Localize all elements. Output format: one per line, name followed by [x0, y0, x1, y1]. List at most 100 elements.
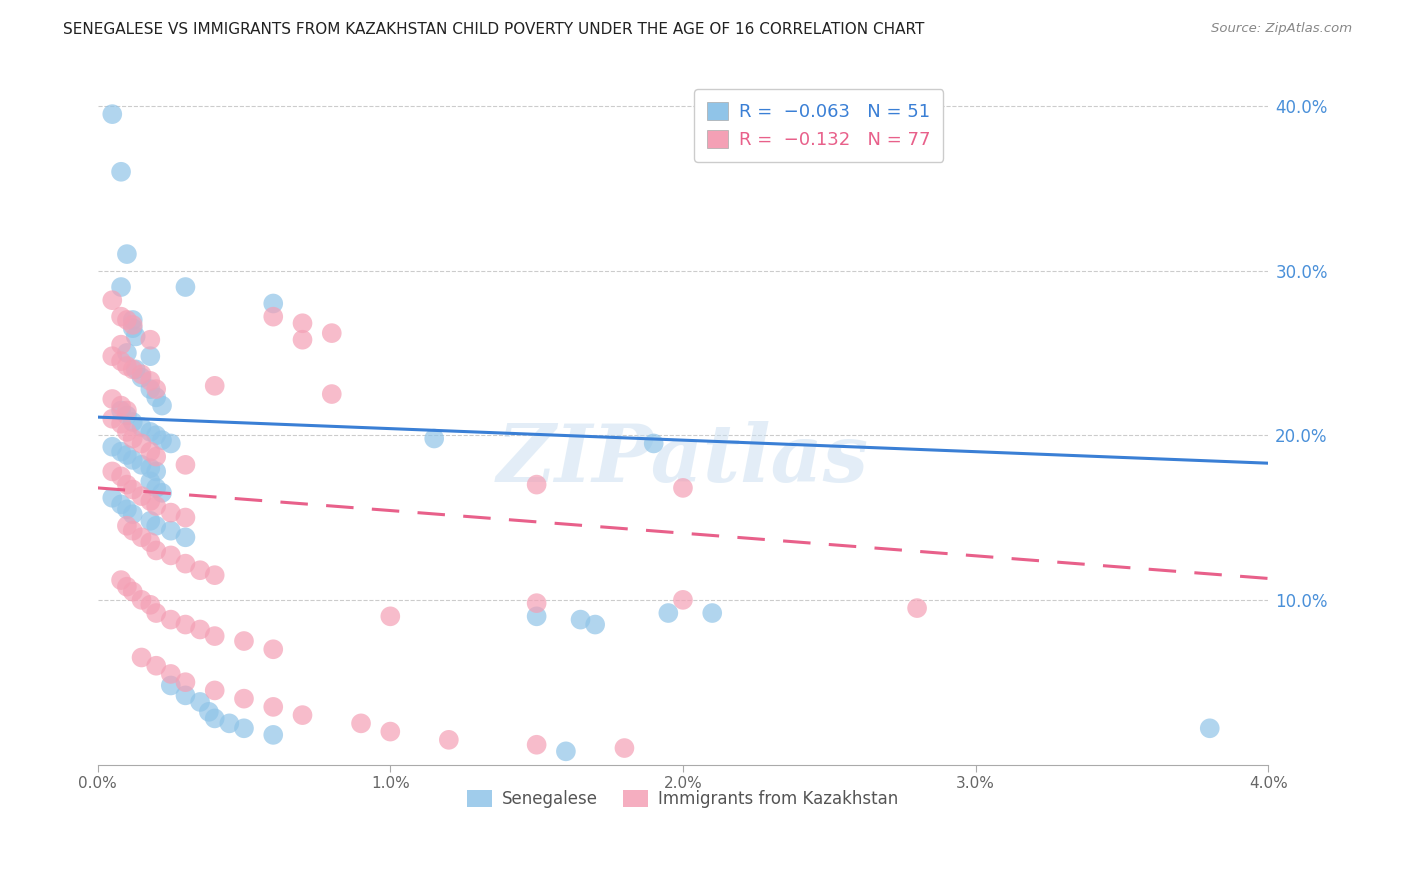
- Point: [526, 477, 548, 491]
- Point: [121, 313, 143, 327]
- Point: [110, 573, 132, 587]
- Point: [131, 368, 153, 382]
- Text: Source: ZipAtlas.com: Source: ZipAtlas.com: [1212, 22, 1353, 36]
- Point: [380, 609, 402, 624]
- Point: [121, 415, 143, 429]
- Point: [150, 433, 173, 447]
- Point: [188, 623, 211, 637]
- Point: [262, 310, 284, 324]
- Point: [262, 728, 284, 742]
- Point: [554, 744, 576, 758]
- Point: [131, 530, 153, 544]
- Point: [101, 411, 124, 425]
- Point: [262, 296, 284, 310]
- Point: [174, 675, 197, 690]
- Point: [121, 508, 143, 522]
- Point: [139, 535, 162, 549]
- Point: [145, 428, 167, 442]
- Point: [188, 695, 211, 709]
- Point: [672, 481, 695, 495]
- Point: [131, 436, 153, 450]
- Point: [159, 667, 181, 681]
- Point: [101, 465, 124, 479]
- Point: [145, 499, 167, 513]
- Point: [150, 399, 173, 413]
- Point: [291, 316, 314, 330]
- Point: [174, 530, 197, 544]
- Point: [115, 403, 138, 417]
- Point: [121, 524, 143, 538]
- Point: [110, 337, 132, 351]
- Point: [101, 392, 124, 406]
- Point: [139, 349, 162, 363]
- Point: [110, 469, 132, 483]
- Point: [905, 601, 928, 615]
- Point: [204, 711, 226, 725]
- Point: [110, 354, 132, 368]
- Point: [526, 596, 548, 610]
- Point: [121, 321, 143, 335]
- Point: [115, 448, 138, 462]
- Point: [204, 629, 226, 643]
- Point: [291, 333, 314, 347]
- Point: [159, 613, 181, 627]
- Point: [121, 362, 143, 376]
- Point: [115, 502, 138, 516]
- Point: [233, 691, 256, 706]
- Point: [218, 716, 240, 731]
- Point: [204, 683, 226, 698]
- Legend: Senegalese, Immigrants from Kazakhstan: Senegalese, Immigrants from Kazakhstan: [461, 783, 905, 815]
- Point: [350, 716, 373, 731]
- Point: [188, 563, 211, 577]
- Point: [672, 592, 695, 607]
- Point: [139, 494, 162, 508]
- Point: [125, 362, 148, 376]
- Point: [145, 450, 167, 464]
- Point: [115, 313, 138, 327]
- Point: [159, 506, 181, 520]
- Point: [115, 346, 138, 360]
- Point: [101, 440, 124, 454]
- Point: [101, 349, 124, 363]
- Point: [150, 486, 173, 500]
- Point: [262, 699, 284, 714]
- Point: [101, 107, 124, 121]
- Point: [204, 379, 226, 393]
- Point: [159, 524, 181, 538]
- Point: [233, 721, 256, 735]
- Point: [139, 425, 162, 439]
- Point: [321, 387, 343, 401]
- Point: [233, 634, 256, 648]
- Point: [121, 318, 143, 332]
- Point: [423, 432, 446, 446]
- Point: [643, 436, 665, 450]
- Point: [145, 390, 167, 404]
- Point: [110, 403, 132, 417]
- Point: [380, 724, 402, 739]
- Point: [131, 458, 153, 472]
- Point: [139, 461, 162, 475]
- Point: [174, 617, 197, 632]
- Point: [159, 549, 181, 563]
- Point: [110, 444, 132, 458]
- Point: [139, 374, 162, 388]
- Point: [174, 280, 197, 294]
- Point: [526, 738, 548, 752]
- Point: [121, 453, 143, 467]
- Point: [121, 584, 143, 599]
- Point: [110, 280, 132, 294]
- Point: [145, 382, 167, 396]
- Point: [101, 491, 124, 505]
- Point: [145, 481, 167, 495]
- Point: [131, 420, 153, 434]
- Point: [702, 606, 724, 620]
- Point: [583, 617, 606, 632]
- Point: [139, 444, 162, 458]
- Point: [613, 741, 636, 756]
- Point: [204, 568, 226, 582]
- Point: [115, 425, 138, 439]
- Point: [121, 432, 143, 446]
- Point: [115, 477, 138, 491]
- Text: ZIPatlas: ZIPatlas: [496, 422, 869, 499]
- Point: [139, 598, 162, 612]
